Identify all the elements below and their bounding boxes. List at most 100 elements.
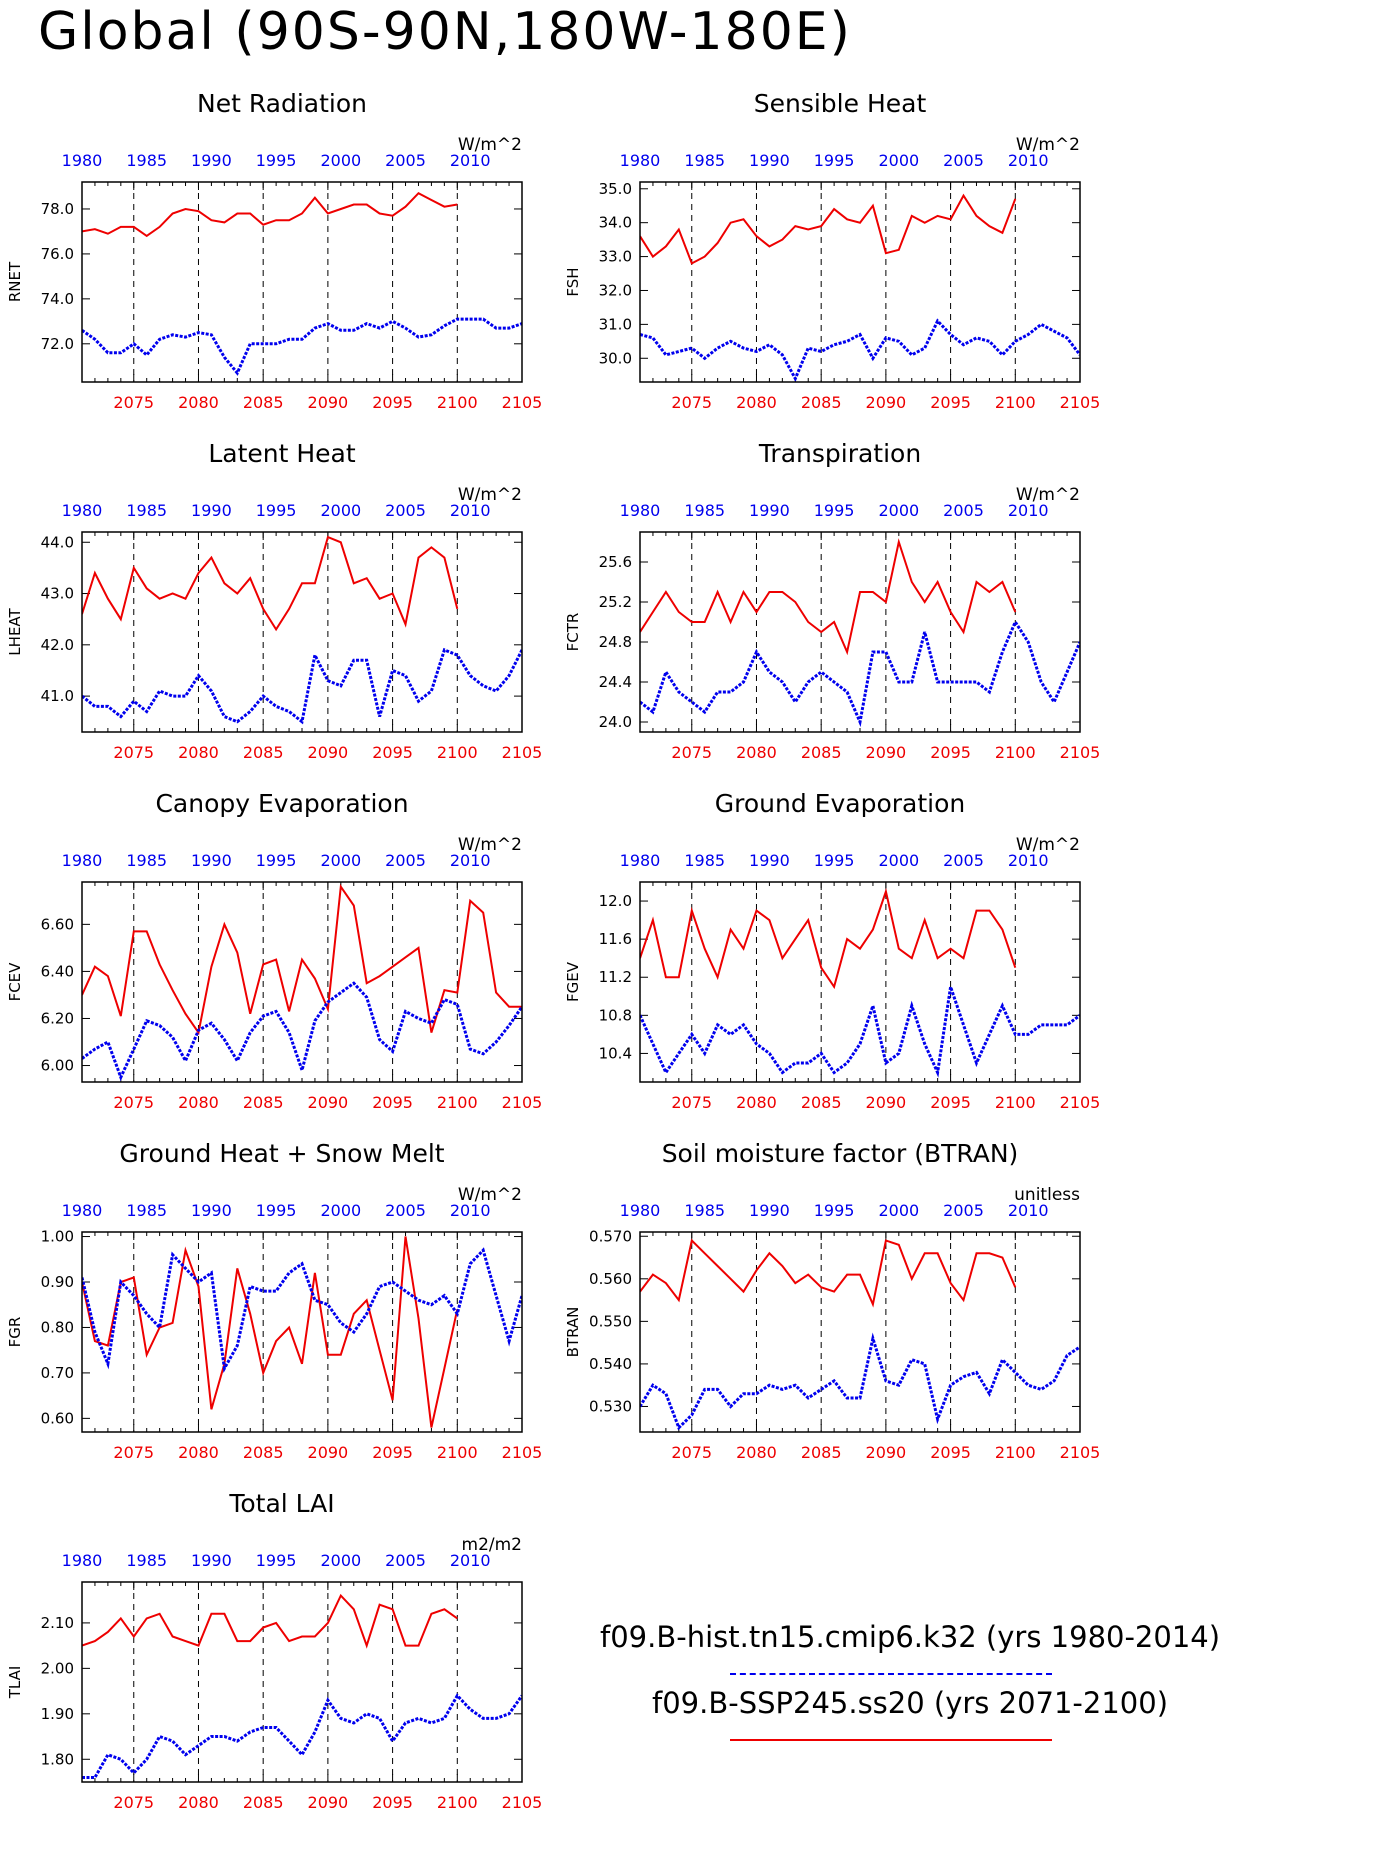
chart-svg: Latent Heat W/m^2 1980 1985 1990 1995 2000 2005… [6, 439, 542, 762]
y-axis-label: TLAI [6, 1666, 24, 1700]
units-label: W/m^2 [1016, 135, 1080, 155]
bottom-tick-label: 2085 [801, 393, 842, 412]
top-tick-label: 2000 [878, 151, 919, 170]
top-tick-label: 1990 [191, 151, 232, 170]
y-tick-label: 0.80 [41, 1318, 74, 1336]
top-tick-label: 2010 [450, 1201, 491, 1220]
top-tick-label: 1995 [256, 1201, 297, 1220]
top-tick-label: 2010 [1008, 1201, 1049, 1220]
chart-svg: Ground Heat + Snow Melt W/m^2 1980 1985 1990… [6, 1139, 542, 1462]
y-tick-label: 0.70 [41, 1364, 74, 1382]
top-tick-label: 1980 [620, 851, 661, 870]
series-future-line [82, 883, 522, 1036]
series-historical-line [640, 1332, 1080, 1431]
series-historical-line [82, 1247, 522, 1374]
bottom-tick-label: 2080 [178, 393, 219, 412]
plot-frame [639, 181, 1081, 383]
bottom-tick-label: 2090 [866, 393, 907, 412]
bottom-tick-label: 2075 [113, 743, 154, 762]
top-tick-label: 1990 [191, 1551, 232, 1570]
bottom-tick-label: 2090 [866, 743, 907, 762]
bottom-tick-label: 2105 [1060, 393, 1101, 412]
y-tick-label: 0.570 [589, 1227, 632, 1245]
top-tick-label: 2010 [450, 1551, 491, 1570]
y-tick-label: 44.0 [41, 533, 74, 551]
bottom-tick-label: 2105 [1060, 1093, 1101, 1112]
top-tick-label: 2005 [943, 1201, 984, 1220]
series-future-line [82, 1236, 459, 1428]
chart-svg: Ground Evaporation W/m^2 1980 1985 1990 1995 2… [564, 789, 1101, 1112]
plot-frame [81, 531, 523, 733]
y-tick-label: 24.4 [599, 673, 632, 691]
y-tick-label: 0.90 [41, 1273, 74, 1291]
chart-title: Canopy Evaporation [155, 789, 408, 818]
top-tick-label: 1990 [191, 851, 232, 870]
series-historical-line [640, 618, 1080, 728]
bottom-tick-label: 2100 [437, 1443, 478, 1462]
bottom-tick-label: 2095 [930, 743, 971, 762]
y-tick-label: 10.4 [599, 1044, 632, 1062]
y-tick-label: 6.60 [41, 915, 74, 933]
top-tick-label: 2005 [943, 851, 984, 870]
bottom-tick-label: 2085 [801, 1093, 842, 1112]
chart-panel: Ground Evaporation W/m^2 1980 1985 1990 1995 2… [558, 780, 1118, 1120]
y-tick-label: 10.8 [599, 1006, 632, 1024]
y-tick-label: 11.6 [599, 930, 632, 948]
top-tick-label: 2000 [320, 151, 361, 170]
top-tick-label: 2010 [1008, 151, 1049, 170]
top-tick-label: 1985 [684, 501, 725, 520]
bottom-tick-label: 2100 [995, 1443, 1036, 1462]
y-tick-label: 35.0 [599, 180, 632, 198]
plot-frame [639, 881, 1081, 1083]
chart-title: Latent Heat [208, 439, 356, 468]
legend-historical-label: f09.B-hist.tn15.cmip6.k32 (yrs 1980-2014… [600, 1620, 1221, 1654]
bottom-tick-label: 2075 [671, 1093, 712, 1112]
units-label: W/m^2 [458, 835, 522, 855]
plot-frame [639, 1231, 1081, 1433]
y-tick-label: 42.0 [41, 636, 74, 654]
y-axis-label: FGEV [564, 961, 582, 1002]
series-future-line [640, 193, 1017, 265]
y-axis-label: FCTR [564, 613, 582, 652]
bottom-tick-label: 2105 [502, 1093, 543, 1112]
y-tick-label: 0.560 [589, 1270, 632, 1288]
y-tick-label: 34.0 [599, 214, 632, 232]
bottom-tick-label: 2085 [243, 743, 284, 762]
bottom-tick-label: 2095 [930, 1093, 971, 1112]
y-tick-label: 1.00 [41, 1228, 74, 1246]
chart-title: Net Radiation [197, 89, 367, 118]
top-tick-label: 1980 [62, 151, 103, 170]
y-tick-label: 41.0 [41, 687, 74, 705]
legend-future-line [730, 1739, 1052, 1741]
bottom-tick-label: 2080 [178, 743, 219, 762]
chart-title: Transpiration [758, 439, 921, 468]
y-tick-label: 0.550 [589, 1312, 632, 1330]
y-tick-label: 43.0 [41, 585, 74, 603]
y-tick-label: 25.2 [599, 593, 632, 611]
y-tick-label: 33.0 [599, 248, 632, 266]
top-tick-label: 1985 [126, 151, 167, 170]
y-axis-label: FCEV [6, 962, 24, 1002]
top-tick-label: 1990 [191, 1201, 232, 1220]
bottom-tick-label: 2090 [308, 743, 349, 762]
bottom-tick-label: 2095 [372, 393, 413, 412]
top-tick-label: 2010 [450, 151, 491, 170]
y-axis-label: FSH [564, 267, 582, 296]
chart-title: Sensible Heat [754, 89, 927, 118]
bottom-tick-label: 2090 [308, 1443, 349, 1462]
bottom-tick-label: 2095 [372, 1793, 413, 1812]
bottom-tick-label: 2080 [736, 1093, 777, 1112]
chart-title: Soil moisture factor (BTRAN) [662, 1139, 1019, 1168]
bottom-tick-label: 2100 [437, 1793, 478, 1812]
top-tick-label: 1985 [126, 851, 167, 870]
top-tick-label: 2010 [1008, 851, 1049, 870]
y-tick-label: 24.0 [599, 713, 632, 731]
legend-historical-line [730, 1673, 1052, 1675]
top-tick-label: 1990 [749, 1201, 790, 1220]
top-tick-label: 2000 [320, 1551, 361, 1570]
bottom-tick-label: 2100 [437, 743, 478, 762]
top-tick-label: 1985 [684, 1201, 725, 1220]
top-tick-label: 2005 [385, 501, 426, 520]
bottom-tick-label: 2090 [308, 1793, 349, 1812]
